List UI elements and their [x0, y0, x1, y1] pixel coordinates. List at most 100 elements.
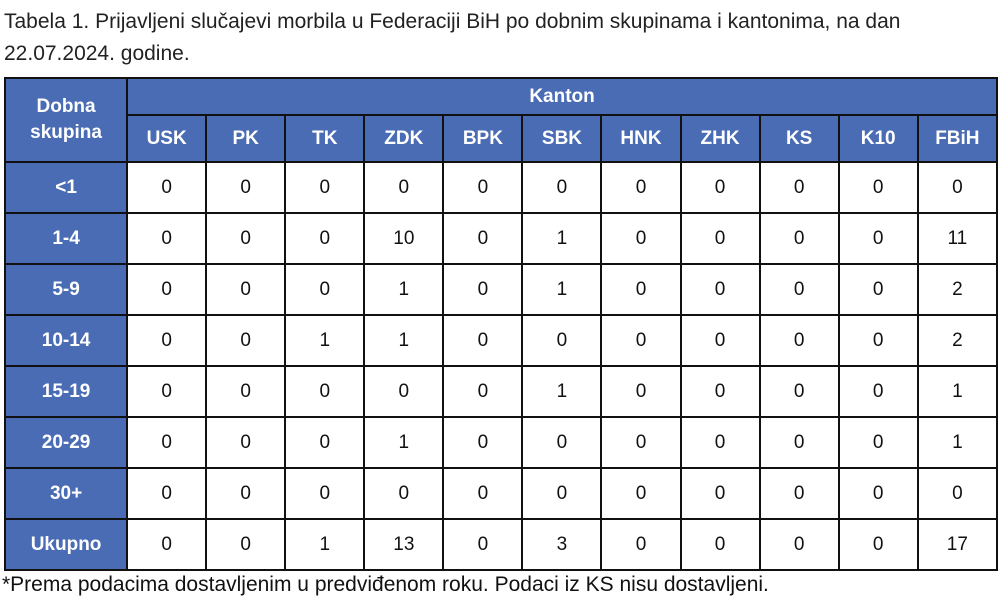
table-cell: 0	[521, 467, 603, 520]
row-label: Ukupno	[3, 518, 129, 571]
table-cell: 0	[758, 518, 840, 571]
table-cell: 0	[521, 161, 603, 214]
table-cell: 0	[679, 416, 761, 469]
table-cell: 0	[837, 161, 919, 214]
table-row: Ukupno 0 0 1 13 0 3 0 0 0 0 17	[3, 518, 999, 571]
table-cell: 0	[600, 212, 682, 265]
table-cell: 0	[205, 365, 287, 418]
table-cell: 0	[679, 161, 761, 214]
table-cell: 2	[916, 314, 999, 367]
table-cell: 0	[758, 212, 840, 265]
table-cell: 0	[205, 518, 287, 571]
table-cell: 0	[442, 314, 524, 367]
table-cell: 0	[126, 416, 208, 469]
table-cell: 0	[205, 416, 287, 469]
column-header: BPK	[442, 114, 524, 163]
column-header: SBK	[521, 114, 603, 163]
table-cell: 0	[837, 416, 919, 469]
table-cell: 0	[837, 518, 919, 571]
column-header: FBiH	[916, 114, 999, 163]
table-cell: 0	[126, 467, 208, 520]
table-cell: 0	[126, 314, 208, 367]
table-cell: 0	[758, 161, 840, 214]
table-cell: 17	[916, 518, 999, 571]
table-cell: 0	[758, 263, 840, 316]
table-cell: 0	[205, 263, 287, 316]
table-cell: 0	[837, 467, 919, 520]
column-header: K10	[837, 114, 919, 163]
table-cell: 0	[758, 416, 840, 469]
table-cell: 0	[363, 161, 445, 214]
row-label: 30+	[3, 467, 129, 520]
table-cell: 0	[363, 365, 445, 418]
table-cell: 0	[442, 518, 524, 571]
table-cell: 0	[600, 314, 682, 367]
table-cell: 0	[442, 263, 524, 316]
column-header-row: USK PK TK ZDK BPK SBK HNK ZHK KS K10 FBiH	[5, 114, 999, 163]
table-cell: 1	[521, 365, 603, 418]
table-cell: 0	[521, 314, 603, 367]
table-cell: 0	[126, 518, 208, 571]
table-body: <1 0 0 0 0 0 0 0 0 0 0 0 1-4 0 0 0 10 0 1 0 0 0 0 11 5-9 0 0 0 1 0 1 0 0…	[3, 161, 999, 571]
canton-group-header: Kanton	[126, 77, 998, 116]
table-cell: 0	[126, 365, 208, 418]
table-cell: 0	[284, 416, 366, 469]
table-cell: 0	[837, 365, 919, 418]
table-cell: 0	[679, 263, 761, 316]
table-cell: 13	[363, 518, 445, 571]
table-cell: 0	[679, 314, 761, 367]
table-cell: 0	[679, 212, 761, 265]
table-cell: 0	[442, 467, 524, 520]
table-cell: 0	[442, 416, 524, 469]
row-label: 20-29	[3, 416, 129, 469]
table-cell: 1	[363, 263, 445, 316]
table-row: 1-4 0 0 0 10 0 1 0 0 0 0 11	[3, 212, 999, 265]
table-cell: 0	[837, 212, 919, 265]
table-cell: 0	[284, 467, 366, 520]
table-cell: 1	[284, 518, 366, 571]
table-cell: 0	[442, 212, 524, 265]
column-header: KS	[758, 114, 840, 163]
table-cell: 0	[521, 416, 603, 469]
table-cell: 0	[600, 518, 682, 571]
table-row: 30+ 0 0 0 0 0 0 0 0 0 0 0	[3, 467, 999, 520]
header-row-group: Dobna skupina Kanton	[3, 77, 998, 163]
table-cell: 0	[205, 467, 287, 520]
table-cell: 0	[205, 212, 287, 265]
table-row: 10-14 0 0 1 1 0 0 0 0 0 0 2	[3, 314, 999, 367]
table-cell: 0	[837, 314, 919, 367]
age-group-header: Dobna skupina	[3, 77, 129, 163]
table-cell: 2	[916, 263, 999, 316]
table-cell: 0	[126, 212, 208, 265]
table-cell: 0	[363, 467, 445, 520]
footnote: *Prema podacima dostavljenim u predviđen…	[2, 573, 769, 596]
table-title: Tabela 1. Prijavljeni slučajevi morbila …	[4, 10, 901, 65]
table-cell: 0	[916, 161, 999, 214]
table-cell: 0	[442, 365, 524, 418]
table-cell: 0	[442, 161, 524, 214]
column-header: ZHK	[679, 114, 761, 163]
table-cell: 0	[284, 365, 366, 418]
column-header: ZDK	[363, 114, 445, 163]
table-cell: 0	[284, 161, 366, 214]
table-cell: 0	[600, 416, 682, 469]
table-cell: 10	[363, 212, 445, 265]
column-header: PK	[205, 114, 287, 163]
row-label: <1	[3, 161, 129, 214]
table-cell: 0	[679, 365, 761, 418]
table-cell: 0	[600, 161, 682, 214]
table-cell: 1	[363, 416, 445, 469]
column-header: HNK	[600, 114, 682, 163]
table-cell: 0	[205, 314, 287, 367]
row-label: 1-4	[3, 212, 129, 265]
table-cell: 0	[758, 467, 840, 520]
measles-cases-table: Dobna skupina Kanton USK PK TK ZDK BPK SBK HNK…	[3, 77, 999, 571]
table-cell: 0	[758, 314, 840, 367]
table-cell: 1	[916, 416, 999, 469]
table-cell: 0	[758, 365, 840, 418]
table-row: 5-9 0 0 0 1 0 1 0 0 0 0 2	[3, 263, 999, 316]
table-cell: 0	[679, 467, 761, 520]
table-cell: 1	[284, 314, 366, 367]
column-header: USK	[126, 114, 208, 163]
table-cell: 0	[600, 467, 682, 520]
